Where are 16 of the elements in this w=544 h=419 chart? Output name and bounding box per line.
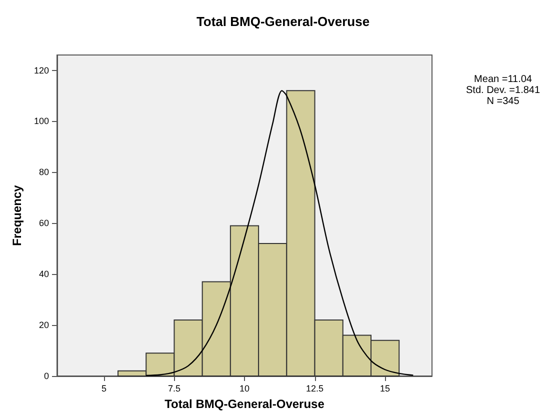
y-axis-title: Frequency	[10, 184, 24, 246]
y-tick-label: 40	[38, 269, 49, 280]
y-tick-label: 120	[34, 65, 49, 76]
y-tick-label: 80	[38, 167, 49, 178]
y-tick-label: 100	[34, 116, 49, 126]
y-tick-label: 0	[44, 371, 49, 381]
y-tick-label: 60	[38, 218, 49, 228]
x-tick-label: 12.5	[306, 384, 324, 394]
y-tick-label: 20	[38, 320, 49, 330]
x-tick-label: 15	[380, 384, 390, 394]
x-tick-label: 5	[101, 384, 106, 394]
x-tick-label: 10	[239, 384, 250, 394]
x-tick-label: 7.5	[168, 384, 180, 394]
x-axis-title: Total BMQ-General-Overuse	[164, 396, 325, 411]
text: Mean =11.04 Std. Dev. =1.841 N =345	[466, 74, 540, 107]
chart-title: Total BMQ-General-Overuse	[196, 14, 370, 29]
